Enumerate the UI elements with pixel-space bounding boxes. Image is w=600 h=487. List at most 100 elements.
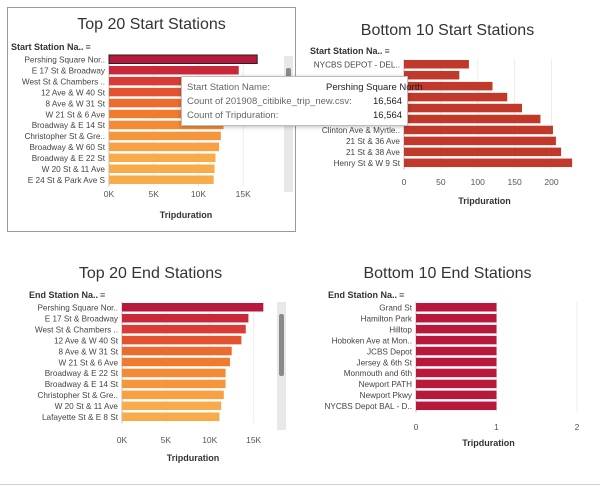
- category-label: Broadway & E 22 St: [45, 369, 119, 378]
- bar[interactable]: [416, 303, 497, 312]
- category-label: Christopher St & Gre..: [37, 391, 118, 400]
- top-end-stations-panel[interactable]: Top 20 End Stations End Station Na.. ≡ Pe…: [7, 256, 294, 463]
- bar[interactable]: [404, 92, 508, 102]
- tick-label: 10K: [202, 435, 217, 445]
- tooltip-value: 16,564: [373, 110, 403, 121]
- bar[interactable]: [416, 379, 497, 389]
- bottom-end-stations-panel[interactable]: Bottom 10 End Stations End Station Na.. ≡…: [300, 256, 595, 456]
- category-label: Pershing Square Nor..: [24, 56, 105, 65]
- bar[interactable]: [108, 54, 258, 64]
- bar[interactable]: [416, 346, 497, 356]
- bar[interactable]: [122, 346, 232, 356]
- category-label: NYCBS DEPOT - DEL..: [314, 61, 400, 70]
- bar[interactable]: [109, 120, 224, 130]
- category-label: W 21 St & 6 Ave: [46, 110, 106, 119]
- category-label: 21 St & 38 Ave: [346, 148, 400, 157]
- bar[interactable]: [416, 335, 497, 345]
- category-label: E 24 St & Park Ave S: [28, 176, 106, 185]
- tick-label: 200: [544, 177, 558, 187]
- bar[interactable]: [404, 103, 522, 113]
- bar[interactable]: [109, 76, 238, 86]
- category-label: Clinton Ave & Myrtle..: [322, 126, 400, 135]
- bar[interactable]: [404, 70, 460, 80]
- bar[interactable]: [416, 357, 497, 367]
- tooltip-value: Pershing Square North: [326, 82, 423, 93]
- bar[interactable]: [122, 324, 246, 334]
- bar[interactable]: [404, 136, 556, 146]
- category-label: Broadway & W 60 St: [29, 143, 105, 152]
- bar[interactable]: [416, 313, 497, 323]
- tick-label: 0K: [117, 435, 128, 445]
- column-header[interactable]: End Station Na.. ≡: [328, 290, 404, 300]
- scrollbar[interactable]: [277, 302, 286, 430]
- bar[interactable]: [416, 324, 497, 334]
- bar[interactable]: [122, 313, 249, 323]
- bar[interactable]: [109, 65, 239, 75]
- category-label: West St & Chambers ..: [22, 77, 105, 86]
- column-header[interactable]: Start Station Na.. ≡: [11, 42, 91, 52]
- column-header[interactable]: Start Station Na.. ≡: [310, 46, 390, 56]
- category-label: Monmouth and 6th: [344, 369, 413, 378]
- category-label: Hoboken Ave at Mon..: [332, 336, 412, 345]
- bar[interactable]: [404, 81, 493, 91]
- bar[interactable]: [109, 175, 214, 184]
- bar[interactable]: [404, 147, 562, 157]
- category-label: Newport PATH: [359, 380, 412, 389]
- tick-label: 5K: [161, 435, 172, 445]
- category-label: JCBS Depot: [367, 347, 413, 356]
- bar[interactable]: [122, 412, 220, 422]
- tick-label: 100: [471, 177, 485, 187]
- sort-ascending-icon[interactable]: ≡: [384, 46, 390, 56]
- category-label: W 21 St & 6 Ave: [59, 358, 119, 367]
- category-label: Pershing Square Nor..: [37, 304, 118, 313]
- bar[interactable]: [416, 390, 497, 400]
- tick-label: 15K: [246, 435, 261, 445]
- sort-descending-icon[interactable]: ≡: [85, 42, 91, 52]
- tick-label: 10K: [191, 189, 206, 199]
- bottom-start-stations-panel[interactable]: Bottom 10 Start Stations Start Station N…: [300, 7, 595, 230]
- column-header-label: End Station Na..: [328, 290, 398, 300]
- bar[interactable]: [109, 131, 221, 141]
- bar[interactable]: [416, 368, 497, 378]
- tick-label: 1: [494, 422, 499, 432]
- bar[interactable]: [404, 125, 553, 135]
- bar[interactable]: [109, 87, 234, 97]
- bar[interactable]: [122, 368, 226, 378]
- bar[interactable]: [404, 158, 573, 168]
- scrollbar-thumb[interactable]: [279, 314, 284, 376]
- tooltip-row-name: Start Station Name:: [187, 82, 270, 93]
- bar-chart: NYCBS DEPOT - DEL.. Clinton Ave & Myrtle.…: [314, 59, 573, 206]
- bar[interactable]: [109, 164, 215, 174]
- category-label: 8 Ave & W 31 St: [59, 347, 119, 356]
- bar[interactable]: [122, 303, 264, 312]
- bar[interactable]: [122, 390, 224, 400]
- bar[interactable]: [122, 379, 226, 389]
- bar[interactable]: [109, 109, 226, 119]
- bar[interactable]: [122, 335, 242, 345]
- tick-label: 150: [508, 177, 522, 187]
- category-label: E 17 St & Broadway: [45, 314, 119, 323]
- category-label: Broadway & E 14 St: [32, 121, 106, 130]
- tooltip-value: 16,564: [373, 96, 403, 107]
- category-label: Lafayette St & E 8 St: [42, 413, 119, 422]
- bar[interactable]: [109, 142, 220, 152]
- category-label: 8 Ave & W 31 St: [46, 99, 106, 108]
- sort-descending-icon[interactable]: ≡: [100, 290, 106, 300]
- category-label: Henry St & W 9 St: [334, 159, 401, 168]
- bar[interactable]: [404, 60, 469, 69]
- tooltip-label: Start Station Name:: [187, 82, 270, 93]
- category-label: 12 Ave & W 40 St: [41, 88, 106, 97]
- column-header[interactable]: End Station Na.. ≡: [29, 290, 105, 300]
- tooltip-label: Count of 201908_citibike_trip_new.csv:: [187, 96, 352, 107]
- tick-label: 50: [436, 177, 446, 187]
- x-axis-title: Tripduration: [160, 210, 213, 220]
- bar[interactable]: [122, 357, 230, 367]
- panel-title: Top 20 Start Stations: [77, 16, 226, 33]
- bar[interactable]: [122, 401, 222, 411]
- bar[interactable]: [416, 401, 497, 411]
- bar[interactable]: [109, 98, 230, 108]
- bar[interactable]: [404, 114, 541, 124]
- tick-label: 0: [414, 422, 419, 432]
- bar[interactable]: [109, 153, 216, 163]
- sort-ascending-icon[interactable]: ≡: [399, 290, 405, 300]
